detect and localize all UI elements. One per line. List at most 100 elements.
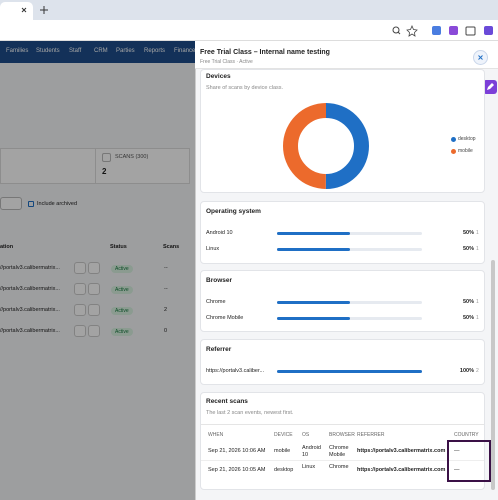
scrollbar[interactable] [491,260,495,490]
stat-value: 2 [102,167,107,176]
edit-button[interactable] [483,80,497,94]
card-title: Referrer [206,346,232,353]
table-header: DEVICE [274,432,293,438]
legend-label: desktop [458,136,476,142]
scans: 0 [164,328,168,334]
table-cell: Linux [302,464,316,470]
nav-item: CRM [94,48,108,54]
toolbar-icons[interactable] [390,25,498,37]
bar-track [277,301,422,304]
legend-swatch [451,149,456,154]
nav-item: Families [6,48,29,54]
status-badge: Active [111,265,133,273]
share-label: 50% [462,246,474,252]
scans: -- [164,265,168,271]
nav-item: Finance [174,48,196,54]
stat-label: SCANS (300) [115,154,149,160]
recent-card [200,392,485,490]
checkbox-label[interactable]: Include archived [37,201,78,207]
card-title: Recent scans [206,398,248,405]
share-label: 50% [462,299,474,305]
table-cell: mobile [274,448,291,454]
scans: -- [164,286,168,292]
row-label: https://portalv3.caliber... [206,368,265,374]
count: 1 [476,246,479,252]
new-tab[interactable] [40,6,48,14]
copy-button [74,325,86,337]
copy-button [74,283,86,295]
divider [201,424,484,425]
column-header: Scans [163,244,180,250]
icon [102,153,111,162]
select[interactable] [0,197,22,210]
table-cell: — [454,467,460,473]
count: 1 [476,230,479,236]
count: 1 [476,299,479,305]
bar [277,317,350,320]
row-label: Linux [206,246,220,252]
tab-strip [0,0,498,20]
link: //portalv3.calibermatrix... [0,286,60,292]
copy-button [74,304,86,316]
count: 2 [476,368,479,374]
share-label: 50% [462,230,474,236]
bar [277,301,350,304]
nav-item: Staff [69,48,82,54]
highlight-box [447,440,491,482]
bar [277,370,422,373]
status-badge: Active [111,328,133,336]
toolbar [0,20,498,41]
table-cell: — [454,448,460,454]
open-button [88,325,100,337]
link: //portalv3.calibermatrix... [0,307,60,313]
drawer-subtitle: Free Trial Class · Active [200,59,253,65]
count: 1 [476,315,479,321]
tab-close[interactable] [21,7,27,13]
donut-chart [283,103,369,189]
row-divider [201,460,484,461]
status-badge: Active [111,286,133,294]
bar [277,248,350,251]
bar-track [277,248,422,251]
column-header: ation [0,244,14,250]
row-label: Chrome [206,299,226,305]
link: //portalv3.calibermatrix... [0,265,60,271]
share-label: 100% [459,368,474,374]
divider [95,148,96,184]
legend-label: mobile [458,148,473,154]
card-title: Browser [206,277,233,284]
table-cell: https://portalv3.calibermatrix.com [357,467,446,473]
bar [277,232,350,235]
bar-track [277,232,422,235]
card-title: Operating system [206,208,261,215]
close-button[interactable] [473,50,488,65]
nav-item: Students [36,48,60,54]
drawer-title: Free Trial Class – Internal name testing [200,49,330,56]
link: //portalv3.calibermatrix... [0,328,60,334]
row-label: Chrome Mobile [206,315,244,321]
table-cell: Sep 21, 2026 10:06 AM [208,448,266,454]
table-cell: Chrome Mobile [329,445,349,458]
open-button [88,262,100,274]
bar-track [277,370,422,373]
table-cell: desktop [274,467,294,473]
table-cell: Chrome [329,464,349,470]
card-title: Devices [206,73,231,80]
table-header: OS [302,432,310,438]
drawer-header [195,41,498,69]
column-header: Status [110,244,127,250]
nav-item: Parties [116,48,135,54]
open-button [88,283,100,295]
legend-swatch [451,137,456,142]
checkbox[interactable] [28,201,34,207]
card-subtitle: The last 2 scan events, newest first. [206,410,294,416]
open-button [88,304,100,316]
copy-button [74,262,86,274]
share-label: 50% [462,315,474,321]
table-cell: Android 10 [302,445,321,458]
table-cell: https://portalv3.calibermatrix.com [357,448,446,454]
tab[interactable] [0,2,33,20]
table-header: COUNTRY [454,432,479,438]
table-header: BROWSER [329,432,355,438]
bar-track [277,317,422,320]
